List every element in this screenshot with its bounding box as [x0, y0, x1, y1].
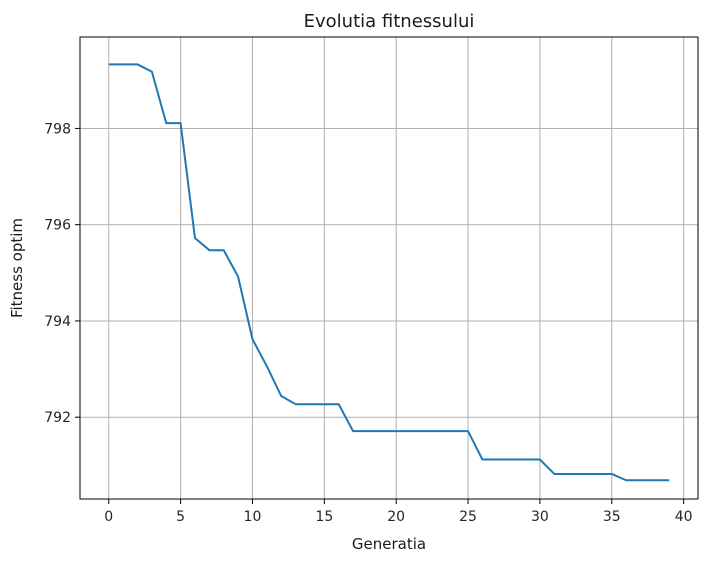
x-tick-label: 0 [104, 509, 113, 525]
chart-title: Evolutia fitnessului [304, 11, 475, 32]
x-tick-label: 40 [675, 509, 693, 525]
x-tick-label: 35 [603, 509, 621, 525]
x-tick-label: 30 [531, 509, 549, 525]
y-tick-label: 792 [44, 410, 71, 426]
x-tick-label: 25 [459, 509, 477, 525]
y-tick-label: 796 [44, 218, 71, 234]
series-line [108, 63, 670, 482]
grid [80, 37, 698, 499]
series-group [108, 63, 670, 482]
y-axis-label: Fitness optim [8, 218, 26, 318]
y-tick-label: 798 [44, 121, 71, 137]
x-axis-label: Generatia [352, 535, 426, 553]
y-axis: 792 794 796 798 [44, 121, 80, 426]
x-tick-label: 10 [244, 509, 262, 525]
y-tick-label: 794 [44, 314, 71, 330]
x-tick-label: 15 [315, 509, 333, 525]
plot-frame [79, 36, 699, 500]
x-tick-label: 20 [387, 509, 405, 525]
x-tick-label: 5 [176, 509, 185, 525]
x-axis: 0 5 10 15 20 25 30 35 40 [104, 499, 693, 525]
